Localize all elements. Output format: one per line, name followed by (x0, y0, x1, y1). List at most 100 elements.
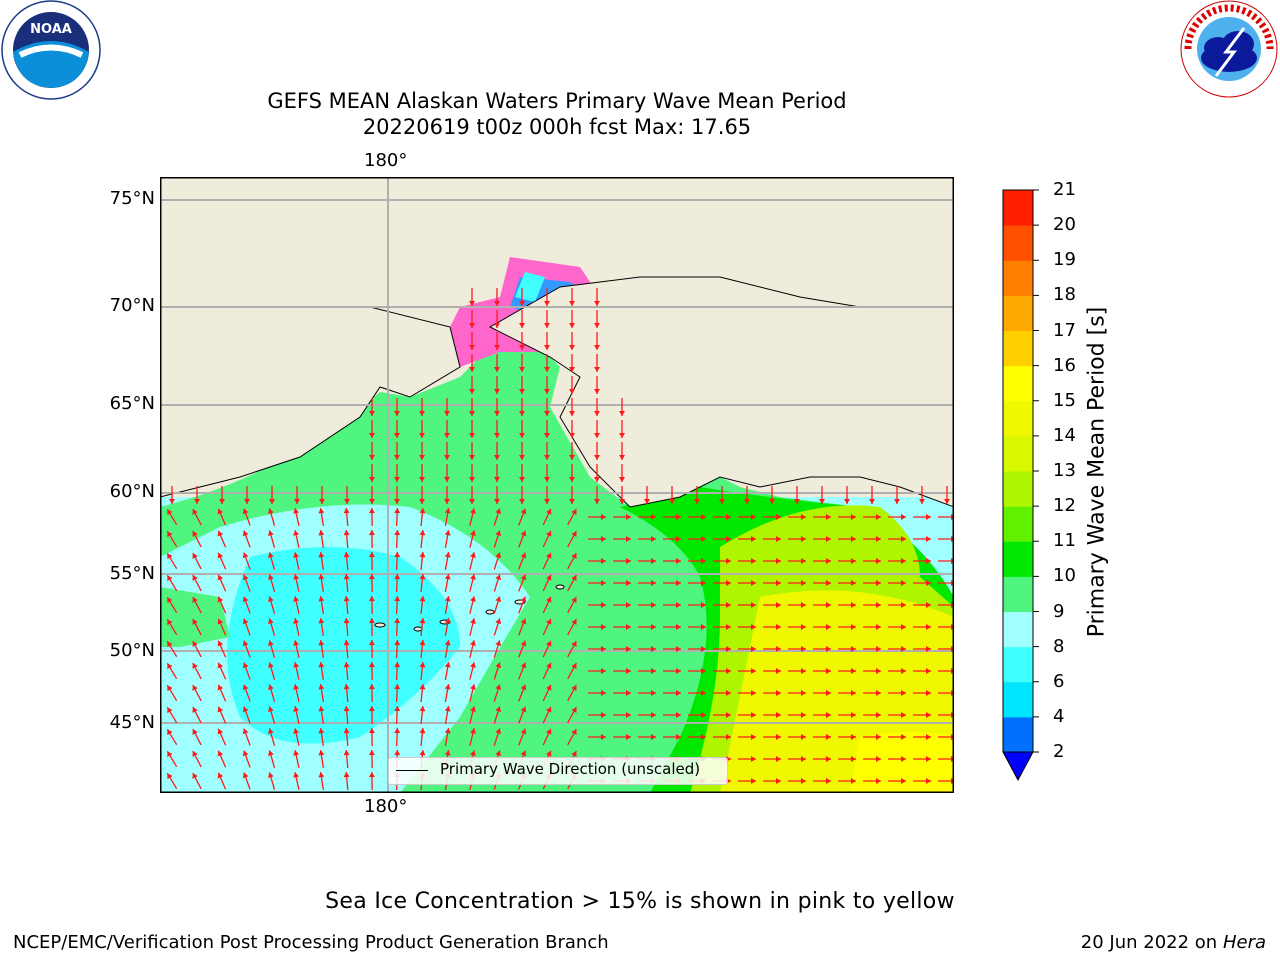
wave-direction-arrowhead (569, 389, 575, 394)
wave-direction-arrowhead (601, 668, 606, 674)
wave-direction-arrowhead (419, 728, 426, 734)
wave-field-bright-yellow (850, 732, 954, 793)
wave-direction-arrowhead (368, 508, 375, 514)
wave-direction-arrowhead (318, 508, 325, 514)
wave-direction-arrowhead (901, 778, 906, 784)
wave-direction-arrowhead (495, 508, 502, 515)
wave-direction-arrowhead (544, 301, 550, 306)
wave-direction-arrowhead (394, 596, 401, 602)
wave-direction-arrowhead (318, 530, 325, 536)
wave-direction-arrowhead (545, 684, 552, 691)
wave-direction-arrowhead (651, 646, 656, 652)
wave-direction-arrowhead (268, 640, 274, 646)
wave-direction-arrowhead (470, 684, 476, 690)
wave-direction-arrowhead (901, 734, 906, 740)
wave-direction-arrowhead (520, 640, 527, 647)
colorbar-tick-label: 8 (1053, 635, 1065, 657)
wave-direction-arrowhead (851, 536, 856, 542)
lon-label-bottom: 180° (364, 796, 408, 817)
wave-direction-arrowhead (626, 580, 631, 586)
colorbar-tick-label: 4 (1053, 705, 1065, 727)
wave-direction-arrowhead (470, 552, 476, 558)
wave-direction-arrowhead (826, 778, 831, 784)
wave-direction-arrowhead (571, 729, 577, 735)
wave-direction-arrowhead (268, 772, 274, 778)
colorbar-segment (1003, 471, 1033, 507)
wave-direction-arrowhead (293, 640, 300, 646)
wave-direction-arrowhead (444, 433, 450, 438)
wave-direction-arrowhead (619, 499, 625, 504)
wave-direction-arrowhead (594, 411, 600, 416)
colorbar-segment (1003, 646, 1033, 683)
colorbar-label: Primary Wave Mean Period [s] (1084, 306, 1110, 638)
wave-direction-arrowhead (519, 345, 525, 350)
wave-direction-arrowhead (495, 552, 502, 559)
wave-direction-arrowhead (192, 509, 198, 515)
wave-direction-arrowhead (344, 499, 350, 504)
colorbar-tick-label: 16 (1053, 354, 1076, 376)
wave-direction-arrowhead (394, 662, 401, 668)
wave-direction-arrowhead (726, 734, 731, 740)
wave-direction-arrowhead (776, 558, 781, 564)
wave-direction-arrowhead (571, 619, 577, 625)
wave-direction-arrowhead (601, 734, 606, 740)
wave-direction-arrowhead (651, 580, 656, 586)
wave-direction-arrowhead (519, 301, 525, 306)
wave-direction-arrowhead (469, 411, 475, 416)
wave-direction-arrowhead (268, 662, 274, 668)
wave-direction-arrowhead (444, 411, 450, 416)
wave-direction-arrowhead (876, 514, 881, 520)
wave-direction-arrowhead (444, 499, 450, 504)
wave-direction-arrowhead (619, 411, 625, 416)
wave-direction-arrowhead (268, 508, 274, 514)
wave-direction-arrowhead (268, 684, 274, 690)
wave-direction-arrowhead (569, 411, 575, 416)
wave-direction-arrowhead (926, 668, 931, 674)
colorbar-segment (1003, 435, 1033, 472)
wave-direction-arrowhead (626, 668, 631, 674)
wave-direction-arrowhead (167, 707, 173, 714)
colorbar-segment (1003, 611, 1033, 648)
wave-direction-arrowhead (826, 536, 831, 542)
wave-direction-arrowhead (444, 552, 451, 558)
wave-direction-arrowhead (826, 756, 831, 762)
wave-direction-arrowhead (676, 536, 681, 542)
wave-direction-arrowhead (626, 602, 631, 608)
wave-direction-arrowhead (294, 499, 300, 504)
wave-direction-arrowhead (545, 728, 552, 735)
wave-direction-arrowhead (192, 531, 198, 537)
wave-direction-arrowhead (726, 712, 731, 718)
wave-direction-arrowhead (826, 646, 831, 652)
wave-direction-arrowhead (601, 580, 606, 586)
wave-direction-arrowhead (419, 530, 426, 536)
wave-direction-arrowhead (219, 499, 225, 504)
wave-direction-arrowhead (520, 552, 527, 559)
wave-direction-arrowhead (268, 552, 274, 558)
wave-direction-arrowhead (651, 624, 656, 630)
wave-direction-arrowhead (545, 750, 552, 757)
colorbar (1002, 189, 1039, 782)
wave-direction-arrowhead (801, 646, 806, 652)
wave-direction-arrowhead (394, 411, 400, 416)
wave-direction-arrowhead (601, 558, 606, 564)
wave-direction-arrowhead (470, 530, 476, 536)
wave-field-cyan (227, 547, 460, 744)
wave-direction-arrowhead (444, 508, 451, 514)
colorbar-tick-label: 13 (1053, 460, 1076, 481)
colorbar-segment (1003, 681, 1033, 718)
wave-direction-arrowhead (594, 301, 600, 306)
wave-direction-arrowhead (571, 575, 577, 581)
wave-direction-arrowhead (318, 596, 325, 602)
wave-direction-arrowhead (495, 728, 502, 735)
wave-direction-arrowhead (826, 558, 831, 564)
wave-direction-arrowhead (343, 662, 350, 668)
wave-direction-arrowhead (519, 367, 525, 372)
colorbar-segment (1003, 400, 1033, 437)
wave-direction-arrowhead (419, 508, 426, 514)
wave-direction-arrowhead (926, 580, 931, 586)
wave-direction-arrowhead (293, 728, 300, 734)
footer-credit: NCEP/EMC/Verification Post Processing Pr… (13, 932, 609, 953)
wave-direction-arrowhead (601, 712, 606, 718)
colorbar-segment (1003, 295, 1033, 331)
wave-direction-arrowhead (894, 499, 900, 504)
